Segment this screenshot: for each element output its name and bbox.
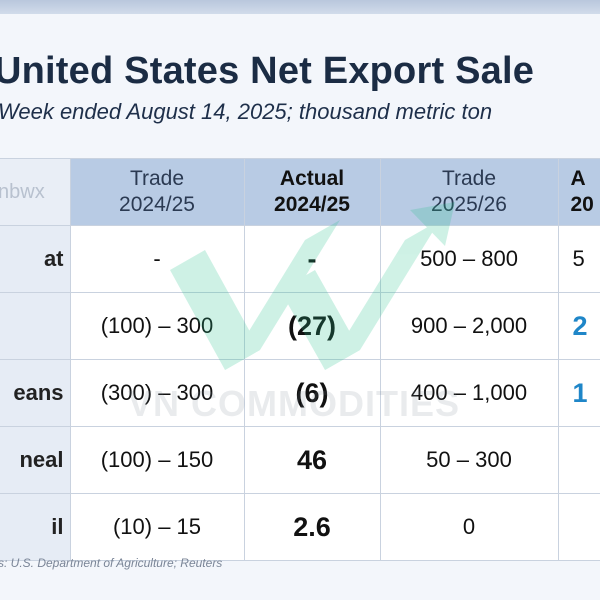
actual-value-2024-25: 46 xyxy=(243,426,381,494)
table-row: at - - 500 – 800 5 xyxy=(0,225,600,293)
column-header-line1: Actual xyxy=(279,167,345,190)
corner-text: nbwx xyxy=(0,158,71,226)
actual-value-2025-26 xyxy=(557,493,600,561)
trade-estimate-2025-26: 0 xyxy=(379,493,559,561)
table-row: neal (100) – 150 46 50 – 300 xyxy=(0,426,600,494)
commodity-label: neal xyxy=(0,426,71,494)
column-header-line1: A xyxy=(570,167,586,190)
column-header-line2: 2025/26 xyxy=(431,193,507,216)
column-header-trade-2025-26: Trade 2025/26 xyxy=(379,158,559,226)
trade-estimate-2025-26: 400 – 1,000 xyxy=(379,359,559,427)
trade-estimate-2024-25: (100) – 150 xyxy=(69,426,245,494)
export-sales-table-wrapper: nbwx Trade 2024/25 Actual 2024/25 Trade … xyxy=(0,158,600,561)
commodity-label: at xyxy=(0,225,71,293)
trade-estimate-2024-25: - xyxy=(69,225,245,293)
commodity-label xyxy=(0,292,71,360)
trade-estimate-2025-26: 50 – 300 xyxy=(379,426,559,494)
trade-estimate-2024-25: (10) – 15 xyxy=(69,493,245,561)
actual-value-2025-26 xyxy=(557,426,600,494)
table-row: il (10) – 15 2.6 0 xyxy=(0,493,600,561)
column-header-actual-2025-26: A 20 xyxy=(557,158,600,226)
actual-value-2025-26: 2 xyxy=(557,292,600,360)
commodity-label: il xyxy=(0,493,71,561)
actual-value-2024-25: (6) xyxy=(243,359,381,427)
trade-estimate-2025-26: 900 – 2,000 xyxy=(379,292,559,360)
column-header-line2: 2024/25 xyxy=(119,193,195,216)
trade-estimate-2024-25: (300) – 300 xyxy=(69,359,245,427)
page-title: United States Net Export Sale xyxy=(0,50,535,92)
column-header-line2: 2024/25 xyxy=(274,193,350,216)
actual-value-2024-25: - xyxy=(243,225,381,293)
page-subtitle: Week ended August 14, 2025; thousand met… xyxy=(0,99,493,124)
table-header-row: nbwx Trade 2024/25 Actual 2024/25 Trade … xyxy=(0,158,600,226)
column-header-line1: Trade xyxy=(129,167,185,190)
column-header-actual-2024-25: Actual 2024/25 xyxy=(243,158,381,226)
source-note: s: U.S. Department of Agriculture; Reute… xyxy=(0,556,223,570)
actual-value-2025-26: 5 xyxy=(557,225,600,293)
table-row: eans (300) – 300 (6) 400 – 1,000 1 xyxy=(0,359,600,427)
trade-estimate-2025-26: 500 – 800 xyxy=(379,225,559,293)
column-header-line1: Trade xyxy=(441,167,497,190)
column-header-trade-2024-25: Trade 2024/25 xyxy=(69,158,245,226)
commodity-label: eans xyxy=(0,359,71,427)
export-sales-table: nbwx Trade 2024/25 Actual 2024/25 Trade … xyxy=(0,158,600,561)
actual-value-2024-25: (27) xyxy=(243,292,381,360)
table-row: (100) – 300 (27) 900 – 2,000 2 xyxy=(0,292,600,360)
actual-value-2025-26: 1 xyxy=(557,359,600,427)
trade-estimate-2024-25: (100) – 300 xyxy=(69,292,245,360)
actual-value-2024-25: 2.6 xyxy=(243,493,381,561)
column-header-line2: 20 xyxy=(570,193,594,216)
